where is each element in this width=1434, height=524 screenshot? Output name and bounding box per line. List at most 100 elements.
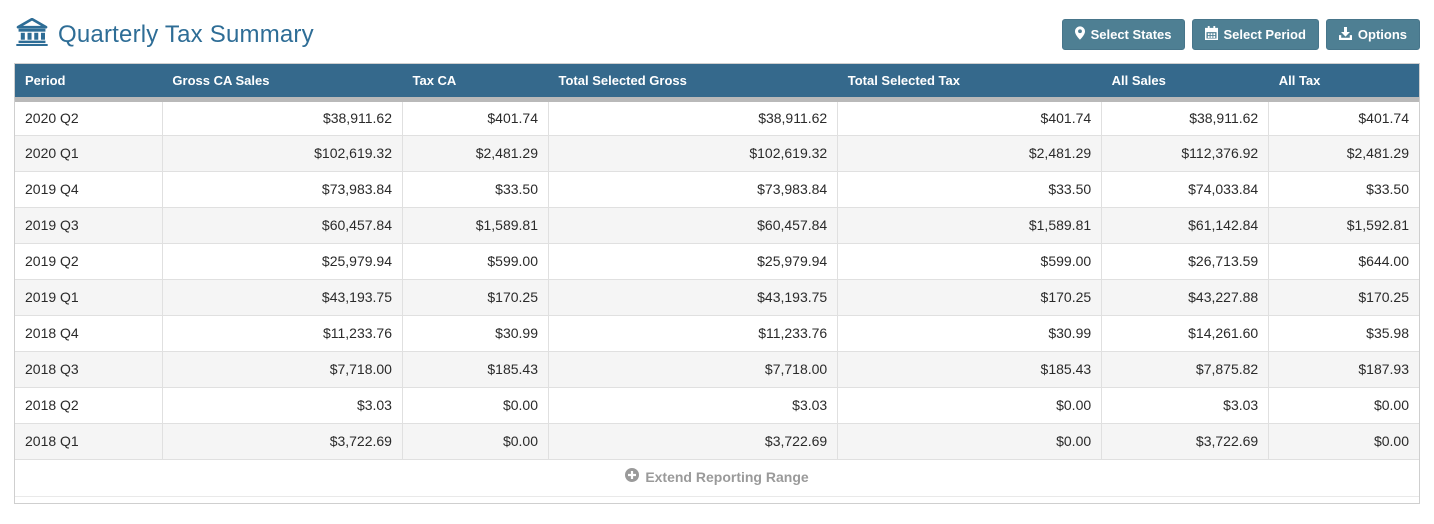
table-header-row: Period Gross CA Sales Tax CA Total Selected…	[15, 64, 1419, 102]
period-cell: 2018 Q2	[15, 386, 163, 424]
amount-cell: $60,457.84	[547, 206, 839, 244]
topbar: Quarterly Tax Summary Select States	[0, 0, 1434, 63]
amount-cell: $102,619.32	[161, 134, 403, 172]
amount-cell: $43,227.88	[1101, 278, 1270, 316]
period-cell: 2018 Q4	[15, 314, 163, 352]
table-footer-row: Extend Reporting Range	[15, 458, 1419, 497]
amount-cell: $170.25	[401, 278, 550, 316]
extend-reporting-range-label: Extend Reporting Range	[645, 468, 809, 485]
column-header-all-tax: All Tax	[1268, 64, 1419, 102]
amount-cell: $3.03	[161, 386, 403, 424]
bank-icon	[16, 17, 48, 51]
amount-cell: $0.00	[1268, 386, 1419, 424]
amount-cell: $2,481.29	[401, 134, 550, 172]
amount-cell: $43,193.75	[547, 278, 839, 316]
select-period-button[interactable]: Select Period	[1191, 19, 1319, 50]
table-row: 2020 Q2 $38,911.62 $401.74 $38,911.62 $401.7…	[15, 98, 1419, 136]
amount-cell: $11,233.76	[547, 314, 839, 352]
column-header-total-selected-gross: Total Selected Gross	[548, 64, 838, 102]
period-cell: 2019 Q1	[15, 278, 163, 316]
amount-cell: $170.25	[1268, 278, 1419, 316]
page-title: Quarterly Tax Summary	[58, 20, 314, 48]
amount-cell: $187.93	[1268, 350, 1419, 388]
amount-cell: $401.74	[837, 98, 1103, 136]
plus-circle-icon	[625, 468, 640, 485]
amount-cell: $30.99	[837, 314, 1103, 352]
amount-cell: $60,457.84	[161, 206, 403, 244]
download-icon	[1338, 26, 1352, 43]
amount-cell: $0.00	[401, 422, 550, 460]
amount-cell: $30.99	[401, 314, 550, 352]
amount-cell: $74,033.84	[1101, 170, 1270, 208]
select-period-label: Select Period	[1223, 27, 1306, 42]
extend-range-cell: Extend Reporting Range	[15, 458, 1419, 497]
table-row: 2018 Q4 $11,233.76 $30.99 $11,233.76 $30.99 $…	[15, 314, 1419, 352]
amount-cell: $3.03	[547, 386, 839, 424]
amount-cell: $1,589.81	[837, 206, 1103, 244]
amount-cell: $1,589.81	[401, 206, 550, 244]
table-row: 2019 Q4 $73,983.84 $33.50 $73,983.84 $33.50 $…	[15, 170, 1419, 208]
amount-cell: $0.00	[837, 386, 1103, 424]
amount-cell: $401.74	[1268, 98, 1419, 136]
map-pin-icon	[1074, 26, 1085, 43]
amount-cell: $35.98	[1268, 314, 1419, 352]
amount-cell: $2,481.29	[1268, 134, 1419, 172]
amount-cell: $14,261.60	[1101, 314, 1270, 352]
amount-cell: $170.25	[837, 278, 1103, 316]
table-row: 2018 Q3 $7,718.00 $185.43 $7,718.00 $185.43 $…	[15, 350, 1419, 388]
amount-cell: $33.50	[401, 170, 550, 208]
amount-cell: $73,983.84	[161, 170, 403, 208]
amount-cell: $33.50	[1268, 170, 1419, 208]
amount-cell: $38,911.62	[161, 98, 403, 136]
column-header-total-selected-tax: Total Selected Tax	[837, 64, 1102, 102]
table-row: 2019 Q2 $25,979.94 $599.00 $25,979.94 $599.0…	[15, 242, 1419, 280]
options-button[interactable]: Options	[1325, 19, 1420, 50]
table-body: 2020 Q2 $38,911.62 $401.74 $38,911.62 $401.7…	[15, 98, 1419, 460]
amount-cell: $3.03	[1101, 386, 1270, 424]
amount-cell: $43,193.75	[161, 278, 403, 316]
amount-cell: $33.50	[837, 170, 1103, 208]
amount-cell: $3,722.69	[547, 422, 839, 460]
amount-cell: $38,911.62	[1101, 98, 1270, 136]
select-states-button[interactable]: Select States	[1061, 19, 1185, 50]
amount-cell: $25,979.94	[161, 242, 403, 280]
table-row: 2019 Q3 $60,457.84 $1,589.81 $60,457.84 $1,5…	[15, 206, 1419, 244]
amount-cell: $1,592.81	[1268, 206, 1419, 244]
column-header-gross-ca-sales: Gross CA Sales	[162, 64, 403, 102]
select-states-label: Select States	[1090, 27, 1172, 42]
action-buttons: Select States	[1061, 19, 1420, 50]
amount-cell: $7,718.00	[547, 350, 839, 388]
amount-cell: $185.43	[837, 350, 1103, 388]
calendar-icon	[1204, 26, 1218, 43]
table-row: 2020 Q1 $102,619.32 $2,481.29 $102,619.32 $2…	[15, 134, 1419, 172]
column-header-all-sales: All Sales	[1101, 64, 1269, 102]
table-row: 2018 Q1 $3,722.69 $0.00 $3,722.69 $0.00 $3,72…	[15, 422, 1419, 460]
amount-cell: $11,233.76	[161, 314, 403, 352]
amount-cell: $7,875.82	[1101, 350, 1270, 388]
period-cell: 2019 Q3	[15, 206, 163, 244]
options-label: Options	[1357, 27, 1407, 42]
amount-cell: $102,619.32	[547, 134, 839, 172]
extend-reporting-range-button[interactable]: Extend Reporting Range	[625, 468, 809, 485]
amount-cell: $401.74	[401, 98, 550, 136]
amount-cell: $185.43	[401, 350, 550, 388]
table-panel: Period Gross CA Sales Tax CA Total Selected…	[14, 63, 1420, 504]
period-cell: 2018 Q3	[15, 350, 163, 388]
amount-cell: $7,718.00	[161, 350, 403, 388]
period-cell: 2019 Q2	[15, 242, 163, 280]
amount-cell: $0.00	[401, 386, 550, 424]
column-header-tax-ca: Tax CA	[402, 64, 549, 102]
period-cell: 2020 Q2	[15, 98, 163, 136]
amount-cell: $3,722.69	[161, 422, 403, 460]
amount-cell: $2,481.29	[837, 134, 1103, 172]
tax-summary-table: Period Gross CA Sales Tax CA Total Selected…	[15, 64, 1419, 497]
amount-cell: $26,713.59	[1101, 242, 1270, 280]
period-cell: 2020 Q1	[15, 134, 163, 172]
amount-cell: $644.00	[1268, 242, 1419, 280]
title-group: Quarterly Tax Summary	[16, 17, 314, 51]
column-header-period: Period	[15, 64, 163, 102]
amount-cell: $25,979.94	[547, 242, 839, 280]
amount-cell: $61,142.84	[1101, 206, 1270, 244]
amount-cell: $3,722.69	[1101, 422, 1270, 460]
